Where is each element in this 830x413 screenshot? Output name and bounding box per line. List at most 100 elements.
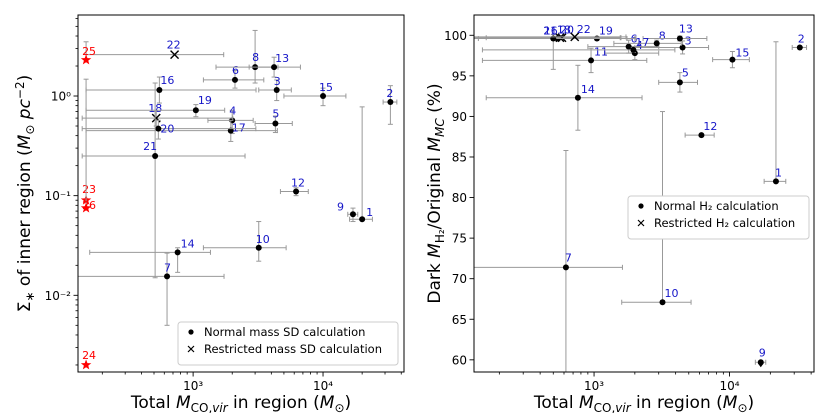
dot-marker: [156, 86, 163, 93]
point-label: 4: [229, 104, 236, 117]
legend-x-marker: [637, 219, 645, 227]
point-label: 9: [337, 200, 344, 213]
data-point-5: 5: [658, 66, 698, 93]
x-marker: [557, 33, 567, 43]
data-point-26: 26: [80, 78, 96, 213]
point-label: 1: [775, 166, 782, 179]
data-point-13: 13: [642, 23, 708, 42]
y-tick-label: 60: [452, 353, 467, 367]
point-label: 14: [181, 237, 195, 250]
y-tick-label: 100: [444, 29, 467, 43]
dot-marker: [152, 153, 159, 160]
y-axis-label: Dark MH₂/Original MMC (%): [425, 83, 447, 303]
x-tick-label: 10⁴: [720, 379, 740, 393]
upper-limit-arrow: [757, 363, 764, 368]
data-point-15: 15: [283, 81, 347, 107]
data-point-16: 16: [85, 74, 257, 104]
legend-dot-marker: [188, 329, 194, 335]
point-label: 3: [685, 34, 692, 47]
y-axis-label-part: Dark: [425, 258, 445, 304]
y-axis-label-part: of inner region (: [15, 149, 35, 291]
dot-marker: [255, 244, 262, 251]
x-axis-label-part: Total: [130, 393, 176, 413]
star-marker: [80, 359, 92, 370]
x-axis-label-part: Total: [533, 393, 579, 413]
dot-marker: [630, 46, 637, 53]
x-tick-label: 10³: [183, 379, 203, 393]
dot-marker: [796, 44, 803, 51]
point-label: 14: [581, 83, 595, 96]
x-marker: [570, 32, 580, 42]
y-tick-label: 10⁻²: [45, 289, 72, 303]
point-label: 9: [759, 346, 766, 359]
dot-marker: [174, 249, 181, 256]
point-label: 15: [735, 47, 749, 60]
dot-marker: [359, 216, 366, 223]
right-panel: 10³ 10⁴6065707580859095100123456789101112…: [425, 14, 815, 413]
y-tick-label: 10⁻¹: [45, 189, 72, 203]
x-axis-label-part: M: [723, 393, 738, 413]
y-axis-label-part: H₂: [433, 229, 447, 243]
dot-marker: [676, 79, 683, 86]
point-label: 15: [319, 81, 333, 94]
dot-marker: [653, 40, 660, 47]
dot-marker: [659, 299, 666, 306]
dot-marker: [271, 64, 278, 71]
point-label: 6: [232, 64, 239, 77]
x-axis-label-part: in region (: [631, 393, 723, 413]
data-point-21: 21: [81, 82, 246, 279]
y-axis-label-part: M: [425, 243, 445, 258]
data-point-3: 3: [634, 34, 710, 55]
y-axis-label-part: M: [425, 137, 445, 152]
point-label: 18: [557, 24, 571, 37]
y-tick-label: 80: [452, 191, 467, 205]
point-label: 4: [636, 39, 643, 52]
y-tick-label: 95: [452, 69, 467, 83]
data-point-17: 17: [85, 119, 278, 142]
x-axis-label-part: CO,: [594, 401, 616, 413]
y-tick-label: 85: [452, 150, 467, 164]
dot-marker: [625, 43, 632, 50]
point-label: 21: [543, 25, 557, 38]
legend-box: [177, 321, 399, 366]
point-label: 17: [232, 122, 246, 135]
dot-marker: [676, 35, 683, 42]
data-point-13: 13: [248, 52, 301, 78]
data-point-2: 2: [382, 85, 398, 125]
data-point-12: 12: [279, 177, 309, 197]
dot-marker: [231, 76, 238, 83]
point-label: 8: [659, 29, 666, 42]
legend-entry: Normal mass SD calculation: [204, 325, 365, 339]
x-axis-label-part: M: [176, 393, 191, 413]
y-axis-label-part: MC: [433, 118, 447, 137]
y-tick-label: 90: [452, 110, 467, 124]
point-label: 20: [160, 123, 174, 136]
point-label: 22: [577, 23, 591, 36]
data-point-25: 25: [80, 41, 96, 65]
dot-marker: [387, 99, 394, 106]
point-label: 10: [256, 233, 270, 246]
x-axis-label-part: vir: [212, 401, 228, 413]
point-label: 11: [594, 45, 608, 58]
dot-marker: [698, 132, 705, 139]
point-label: 7: [565, 251, 572, 264]
data-point-6: 6: [202, 64, 265, 89]
y-axis-label: Σ∗ of inner region (M⊙ pc−2): [13, 75, 37, 313]
point-label: 7: [164, 261, 171, 274]
dot-marker: [772, 178, 779, 185]
star-marker: [80, 54, 92, 65]
point-label: 10: [665, 287, 679, 300]
data-point-11: 11: [481, 45, 648, 74]
data-point-14: 14: [485, 64, 643, 131]
y-axis-label-part: Σ: [15, 302, 35, 313]
x-axis-label: Total MCO,vir in region (M⊙): [533, 393, 754, 413]
x-axis-label-part: ⊙: [334, 401, 344, 413]
data-point-15: 15: [712, 47, 750, 69]
dot-marker: [679, 44, 686, 51]
y-axis-label-part: ): [15, 75, 35, 82]
data-point-20: 20: [81, 119, 257, 140]
y-axis-label-part: (%): [425, 83, 445, 118]
data-point-7: 7: [474, 149, 623, 372]
legend: Normal mass SD calculation Restricted mas…: [177, 321, 399, 366]
